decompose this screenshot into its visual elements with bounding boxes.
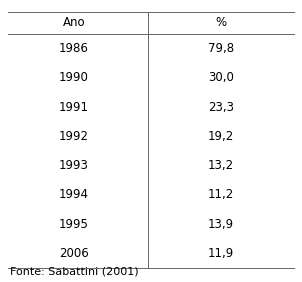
Text: Ano: Ano (63, 17, 85, 30)
Text: 1993: 1993 (59, 159, 89, 172)
Text: %: % (215, 17, 226, 30)
Text: 13,2: 13,2 (208, 159, 234, 172)
Text: 30,0: 30,0 (208, 71, 234, 84)
Text: 1991: 1991 (59, 101, 89, 114)
Text: Fonte: Sabattini (2001): Fonte: Sabattini (2001) (10, 266, 139, 276)
Text: 19,2: 19,2 (208, 130, 234, 143)
Text: 1995: 1995 (59, 218, 89, 231)
Text: 23,3: 23,3 (208, 101, 234, 114)
Text: 1986: 1986 (59, 42, 89, 55)
Text: 13,9: 13,9 (208, 218, 234, 231)
Text: 1990: 1990 (59, 71, 89, 84)
Text: 1992: 1992 (59, 130, 89, 143)
Text: 11,9: 11,9 (208, 247, 234, 260)
Text: 2006: 2006 (59, 247, 89, 260)
Text: 11,2: 11,2 (208, 188, 234, 201)
Text: 1994: 1994 (59, 188, 89, 201)
Text: 79,8: 79,8 (208, 42, 234, 55)
